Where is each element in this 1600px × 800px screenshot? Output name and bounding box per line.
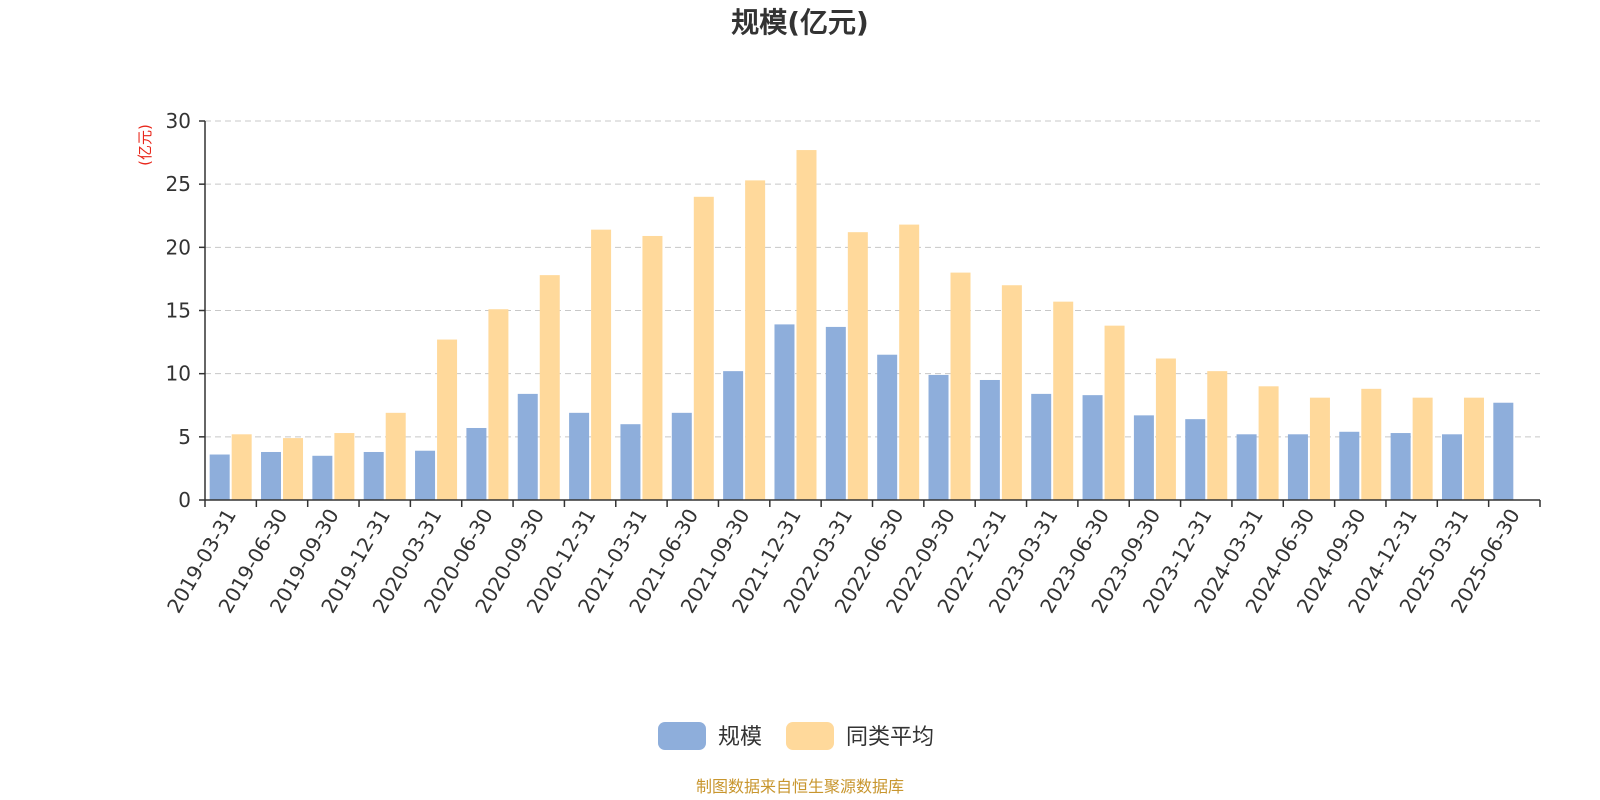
bar-peer-average[interactable] bbox=[283, 438, 304, 500]
bar-peer-average[interactable] bbox=[693, 196, 714, 501]
bar-peer-average[interactable] bbox=[1309, 397, 1330, 500]
x-ticks: 2019-03-312019-06-302019-09-302019-12-31… bbox=[162, 500, 1541, 617]
bar-scale[interactable] bbox=[261, 451, 282, 500]
bar-peer-average[interactable] bbox=[745, 180, 766, 501]
y-tick-label: 20 bbox=[166, 235, 191, 259]
y-tick-label: 15 bbox=[166, 299, 191, 323]
bar-peer-average[interactable] bbox=[1463, 397, 1484, 500]
bar-scale[interactable] bbox=[1185, 419, 1206, 500]
grid-lines bbox=[205, 120, 1540, 438]
bar-scale[interactable] bbox=[671, 412, 692, 500]
bar-scale[interactable] bbox=[1082, 395, 1103, 500]
bar-scale[interactable] bbox=[928, 374, 949, 500]
bar-peer-average[interactable] bbox=[847, 232, 868, 500]
legend-swatch bbox=[786, 722, 834, 750]
y-tick-label: 25 bbox=[166, 172, 191, 196]
bar-peer-average[interactable] bbox=[1258, 386, 1279, 500]
bar-scale[interactable] bbox=[1493, 402, 1514, 500]
legend-label: 同类平均 bbox=[846, 725, 934, 750]
source-note: 制图数据来自恒生聚源数据库 bbox=[696, 777, 904, 796]
bar-scale[interactable] bbox=[877, 354, 898, 500]
bar-peer-average[interactable] bbox=[1104, 325, 1125, 500]
bar-peer-average[interactable] bbox=[385, 412, 406, 500]
bar-peer-average[interactable] bbox=[899, 224, 920, 501]
bar-scale[interactable] bbox=[620, 424, 641, 500]
bar-peer-average[interactable] bbox=[1207, 371, 1228, 500]
bar-scale[interactable] bbox=[1287, 434, 1308, 500]
bar-scale[interactable] bbox=[466, 427, 487, 500]
bar-scale[interactable] bbox=[1390, 433, 1411, 500]
bar-peer-average[interactable] bbox=[334, 433, 355, 500]
bar-scale[interactable] bbox=[517, 393, 538, 500]
chart-title: 规模(亿元) bbox=[731, 6, 869, 39]
bar-peer-average[interactable] bbox=[1053, 301, 1074, 500]
bar-peer-average[interactable] bbox=[1361, 388, 1382, 500]
y-tick-label: 5 bbox=[178, 425, 191, 449]
bar-scale[interactable] bbox=[1236, 434, 1257, 500]
bar-scale[interactable] bbox=[363, 451, 384, 500]
y-tick-label: 0 bbox=[178, 488, 191, 512]
bar-peer-average[interactable] bbox=[488, 309, 509, 500]
bar-scale[interactable] bbox=[825, 326, 846, 500]
bar-peer-average[interactable] bbox=[437, 339, 458, 500]
legend[interactable]: 规模 同类平均 bbox=[658, 722, 934, 750]
y-tick-label: 30 bbox=[166, 109, 191, 133]
bar-peer-average[interactable] bbox=[591, 229, 612, 500]
bar-scale[interactable] bbox=[1441, 434, 1462, 500]
y-axis-label: (亿元) bbox=[136, 124, 154, 166]
bar-scale[interactable] bbox=[979, 379, 1000, 500]
y-tick-label: 10 bbox=[166, 362, 191, 386]
bar-peer-average[interactable] bbox=[231, 434, 252, 500]
y-ticks: 0 5 10 15 20 25 30 bbox=[166, 109, 205, 512]
bar-peer-average[interactable] bbox=[1001, 285, 1022, 500]
bar-scale[interactable] bbox=[569, 412, 590, 500]
bars bbox=[209, 150, 1514, 501]
bar-scale[interactable] bbox=[723, 371, 744, 500]
bar-scale[interactable] bbox=[1133, 415, 1154, 500]
bar-scale[interactable] bbox=[1031, 393, 1052, 500]
bar-scale[interactable] bbox=[1339, 431, 1360, 500]
bar-peer-average[interactable] bbox=[539, 275, 560, 500]
legend-item-scale[interactable]: 规模 bbox=[658, 722, 762, 750]
bar-scale[interactable] bbox=[774, 324, 795, 500]
bar-peer-average[interactable] bbox=[796, 150, 817, 500]
bar-peer-average[interactable] bbox=[1412, 397, 1433, 500]
legend-label: 规模 bbox=[718, 725, 762, 750]
legend-item-peer-average[interactable]: 同类平均 bbox=[786, 722, 934, 750]
bar-peer-average[interactable] bbox=[950, 272, 971, 500]
bar-scale[interactable] bbox=[415, 450, 436, 500]
legend-swatch bbox=[658, 722, 706, 750]
bar-scale[interactable] bbox=[209, 454, 230, 500]
bar-scale[interactable] bbox=[312, 455, 333, 500]
bar-peer-average[interactable] bbox=[1155, 358, 1176, 500]
bar-peer-average[interactable] bbox=[642, 235, 663, 501]
